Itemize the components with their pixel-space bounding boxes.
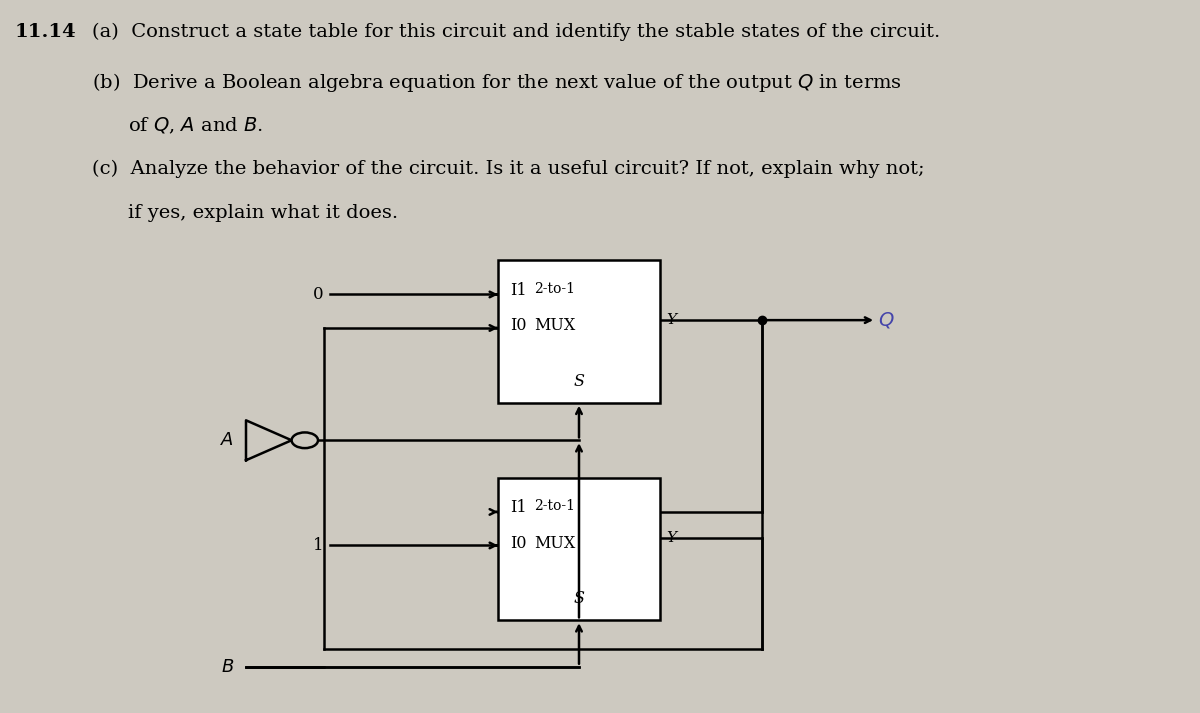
Text: S: S	[574, 590, 584, 607]
Bar	[498, 478, 660, 620]
Text: I1: I1	[510, 282, 527, 299]
Text: if yes, explain what it does.: if yes, explain what it does.	[128, 204, 398, 222]
Text: $B$: $B$	[221, 657, 234, 676]
Text: 11.14: 11.14	[14, 23, 76, 41]
Text: MUX: MUX	[534, 317, 575, 334]
Text: MUX: MUX	[534, 535, 575, 552]
Circle shape	[292, 432, 318, 448]
Text: 2-to-1: 2-to-1	[534, 282, 575, 296]
Text: (a)  Construct a state table for this circuit and identify the stable states of : (a) Construct a state table for this cir…	[92, 23, 941, 41]
Text: 0: 0	[313, 286, 324, 303]
Text: (c)  Analyze the behavior of the circuit. Is it a useful circuit? If not, explai: (c) Analyze the behavior of the circuit.…	[92, 160, 925, 178]
Text: I1: I1	[510, 499, 527, 516]
Text: $Q$: $Q$	[878, 310, 895, 330]
Text: 1: 1	[313, 537, 324, 554]
Text: 2-to-1: 2-to-1	[534, 499, 575, 513]
Text: I0: I0	[510, 535, 527, 552]
Text: of $Q$, $A$ and $B$.: of $Q$, $A$ and $B$.	[128, 116, 264, 135]
Text: I0: I0	[510, 317, 527, 334]
Text: Y: Y	[666, 313, 676, 327]
Text: $A$: $A$	[220, 431, 234, 449]
Bar	[498, 260, 660, 403]
Text: S: S	[574, 373, 584, 390]
Text: (b)  Derive a Boolean algebra equation for the next value of the output $Q$ in t: (b) Derive a Boolean algebra equation fo…	[92, 71, 902, 94]
Text: Y: Y	[666, 530, 676, 545]
